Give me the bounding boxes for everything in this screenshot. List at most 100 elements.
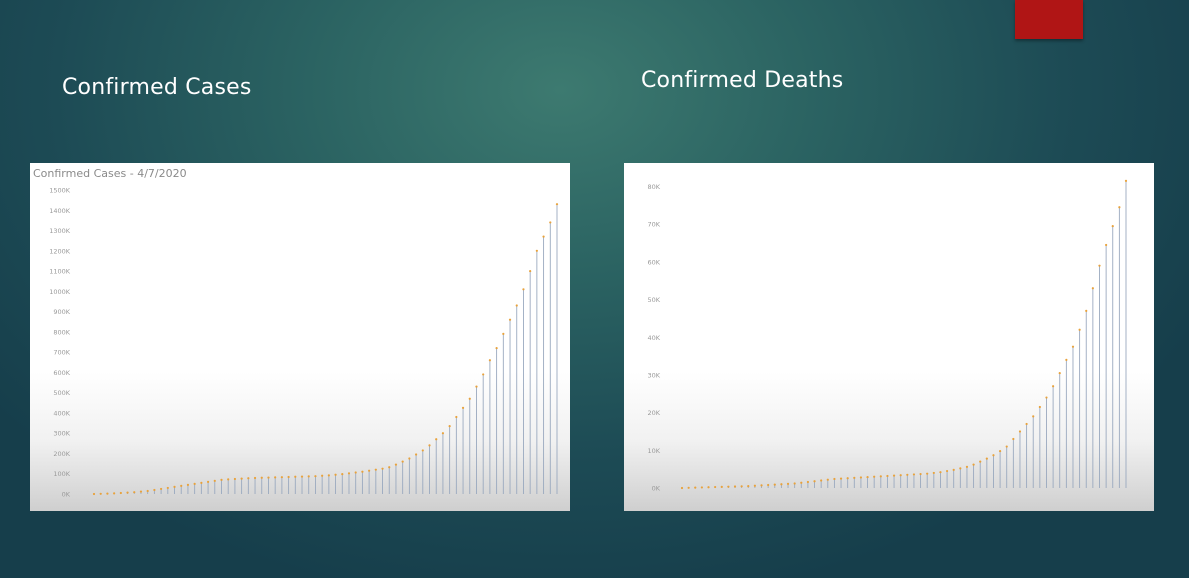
y-tick-label: 100K <box>53 470 70 478</box>
data-point <box>820 479 823 482</box>
y-tick-label: 20K <box>647 409 660 417</box>
data-point <box>133 491 136 494</box>
data-point <box>680 486 684 490</box>
data-point <box>952 468 955 472</box>
data-point <box>253 476 257 480</box>
data-point <box>906 473 909 476</box>
data-point <box>160 487 163 491</box>
data-point <box>1025 422 1028 426</box>
data-point <box>760 484 763 487</box>
data-point <box>448 425 451 428</box>
slide-title-cases: Confirmed Cases <box>62 75 252 100</box>
data-point <box>859 476 863 479</box>
chart-deaths: 0K 10K 20K 30K 40K 50K 60K 70K 80K <box>647 179 1128 493</box>
data-point <box>267 476 270 479</box>
data-point <box>106 492 109 495</box>
data-point <box>421 449 424 452</box>
data-point <box>833 477 836 481</box>
data-point <box>300 475 304 478</box>
y-tick-label: 1400K <box>49 207 71 215</box>
data-point <box>166 486 169 490</box>
chart-panel-deaths: 0K 10K 20K 30K 40K 50K 60K 70K 80K <box>624 163 1154 511</box>
data-point <box>866 475 869 479</box>
y-tick-label: 10K <box>647 447 660 455</box>
data-point <box>793 482 796 485</box>
data-point <box>1105 243 1108 247</box>
data-point <box>813 480 816 483</box>
y-tick-label: 0K <box>62 491 71 499</box>
data-point <box>1098 264 1101 267</box>
data-point <box>720 485 723 488</box>
data-point <box>113 492 116 495</box>
y-tick-label: 0K <box>652 485 661 493</box>
data-point <box>1012 437 1015 441</box>
data-point <box>945 469 949 473</box>
data-point <box>321 474 324 477</box>
data-point <box>488 359 491 362</box>
data-point <box>912 473 916 476</box>
chart-panel-cases: Confirmed Cases - 4/7/2020 0K 100K 200K 300… <box>30 163 570 511</box>
data-point <box>220 478 223 481</box>
y-tick-label: 300K <box>53 430 70 438</box>
data-point <box>1038 405 1041 409</box>
data-point <box>846 477 849 480</box>
data-point <box>687 486 690 489</box>
data-point <box>233 477 237 481</box>
data-point <box>294 475 297 478</box>
data-point <box>347 472 351 475</box>
data-point <box>853 476 856 479</box>
y-tick-label: 50K <box>647 296 660 304</box>
y-tick-label: 70K <box>647 221 660 229</box>
data-point <box>180 484 183 487</box>
data-point <box>408 457 411 460</box>
data-point <box>780 483 783 486</box>
y-tick-label: 700K <box>53 349 70 357</box>
data-point <box>529 269 532 273</box>
y-tick-label: 30K <box>647 371 660 379</box>
data-point <box>700 486 703 489</box>
data-point <box>773 483 776 486</box>
data-point <box>1032 415 1035 418</box>
data-point <box>1111 225 1114 228</box>
chart-title: Confirmed Cases - 4/7/2020 <box>33 167 187 180</box>
data-point <box>747 485 750 488</box>
data-point <box>508 318 512 321</box>
data-point <box>959 467 962 470</box>
y-tick-label: 900K <box>53 308 70 316</box>
data-point <box>394 463 398 466</box>
data-point <box>899 474 902 477</box>
data-point <box>879 475 882 478</box>
y-tick-label: 80K <box>647 183 660 191</box>
data-point <box>926 472 929 475</box>
data-point <box>998 449 1002 453</box>
data-point <box>139 490 143 493</box>
y-tick-label: 1200K <box>49 247 71 255</box>
data-point <box>119 491 122 495</box>
data-point <box>767 483 770 487</box>
data-point <box>213 479 216 482</box>
data-point <box>401 460 404 463</box>
data-point <box>1078 328 1081 331</box>
data-point <box>280 476 283 479</box>
data-point <box>985 457 988 460</box>
data-point <box>714 485 717 489</box>
y-tick-label: 1000K <box>49 288 71 296</box>
data-point <box>873 475 876 478</box>
data-point <box>482 373 485 376</box>
data-point <box>800 481 803 484</box>
data-point <box>455 415 458 419</box>
data-point <box>806 480 810 484</box>
data-point <box>786 482 790 485</box>
data-point <box>334 473 337 476</box>
data-point <box>428 444 431 447</box>
data-point <box>1058 371 1061 375</box>
data-point <box>227 478 230 481</box>
data-point <box>992 454 995 457</box>
data-point <box>972 463 975 466</box>
data-point <box>99 492 102 495</box>
data-point <box>388 466 391 469</box>
data-point <box>341 473 344 476</box>
y-tick-label: 40K <box>647 334 660 342</box>
chart-cases: 0K 100K 200K 300K 400K 500K 600K 700K 800K 900K 10… <box>49 187 559 499</box>
y-tick-label: 1100K <box>49 268 71 276</box>
